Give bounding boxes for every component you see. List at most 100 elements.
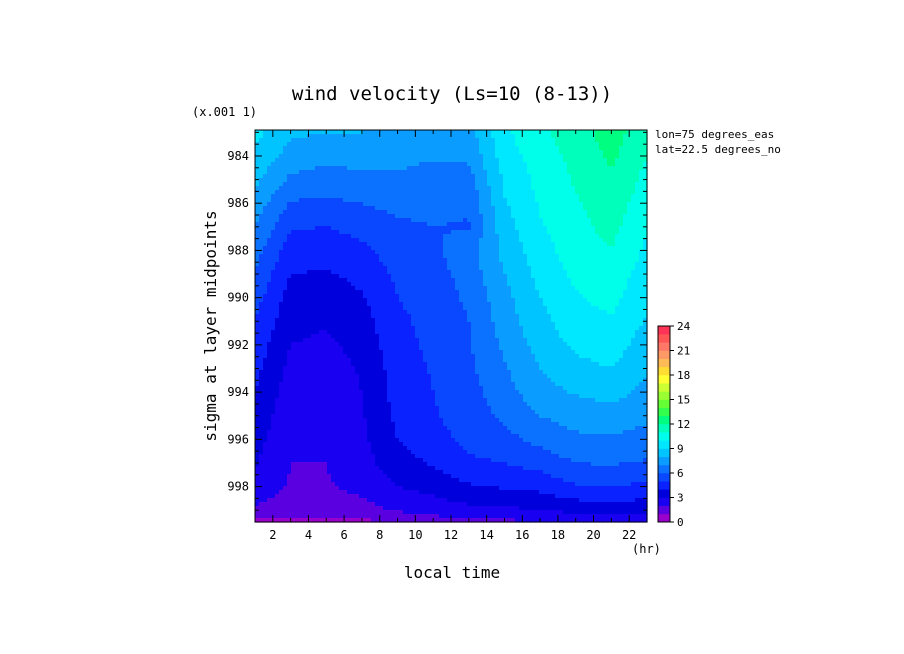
contour-cell — [331, 186, 336, 191]
contour-cell — [447, 254, 452, 259]
contour-cell — [419, 146, 424, 151]
contour-cell — [263, 134, 268, 139]
contour-cell — [303, 282, 308, 287]
contour-cell — [555, 146, 560, 151]
contour-cell — [587, 266, 592, 271]
contour-cell — [571, 202, 576, 207]
contour-cell — [539, 234, 544, 239]
contour-cell — [523, 170, 528, 175]
contour-cell — [631, 238, 636, 243]
contour-cell — [427, 302, 432, 307]
contour-cell — [463, 186, 468, 191]
contour-cell — [591, 174, 596, 179]
contour-cell — [643, 206, 648, 211]
contour-cell — [419, 214, 424, 219]
contour-cell — [559, 186, 564, 191]
contour-cell — [287, 310, 292, 315]
contour-cell — [255, 218, 260, 223]
contour-cell — [519, 206, 524, 211]
contour-cell — [479, 202, 484, 207]
contour-cell — [499, 182, 504, 187]
contour-cell — [339, 274, 344, 279]
contour-cell — [387, 134, 392, 139]
contour-cell — [595, 190, 600, 195]
contour-cell — [503, 194, 508, 199]
contour-cell — [511, 246, 516, 251]
contour-cell — [375, 154, 380, 159]
contour-cell — [279, 246, 284, 251]
contour-cell — [471, 254, 476, 259]
contour-cell — [423, 326, 428, 331]
contour-cell — [583, 322, 588, 327]
contour-cell — [583, 270, 588, 275]
contour-cell — [627, 166, 632, 171]
contour-cell — [471, 282, 476, 287]
contour-cell — [307, 158, 312, 163]
contour-cell — [563, 214, 568, 219]
contour-cell — [311, 218, 316, 223]
contour-cell — [563, 286, 568, 291]
contour-cell — [607, 158, 612, 163]
contour-cell — [343, 138, 348, 143]
contour-cell — [471, 278, 476, 283]
contour-cell — [303, 210, 308, 215]
contour-cell — [403, 222, 408, 227]
contour-cell — [371, 206, 376, 211]
contour-cell — [615, 310, 620, 315]
contour-cell — [383, 202, 388, 207]
contour-cell — [259, 286, 264, 291]
contour-cell — [339, 222, 344, 227]
contour-cell — [531, 162, 536, 167]
contour-cell — [591, 142, 596, 147]
contour-cell — [299, 166, 304, 171]
contour-cell — [467, 290, 472, 295]
contour-cell — [451, 234, 456, 239]
contour-cell — [435, 214, 440, 219]
contour-cell — [327, 150, 332, 155]
contour-cell — [511, 274, 516, 279]
contour-cell — [631, 314, 636, 319]
contour-cell — [407, 178, 412, 183]
contour-cell — [411, 238, 416, 243]
contour-cell — [407, 142, 412, 147]
contour-cell — [555, 174, 560, 179]
contour-cell — [375, 234, 380, 239]
contour-cell — [607, 130, 612, 135]
contour-cell — [475, 170, 480, 175]
contour-cell — [571, 282, 576, 287]
contour-cell — [343, 254, 348, 259]
contour-cell — [395, 318, 400, 323]
contour-cell — [531, 238, 536, 243]
contour-cell — [595, 266, 600, 271]
contour-cell — [275, 262, 280, 267]
contour-cell — [491, 178, 496, 183]
contour-cell — [355, 330, 360, 335]
contour-cell — [275, 154, 280, 159]
contour-cell — [327, 170, 332, 175]
contour-cell — [551, 330, 556, 335]
contour-cell — [583, 206, 588, 211]
contour-cell — [403, 170, 408, 175]
contour-cell — [515, 154, 520, 159]
contour-cell — [407, 210, 412, 215]
contour-cell — [259, 318, 264, 323]
contour-cell — [259, 322, 264, 327]
contour-cell — [631, 154, 636, 159]
contour-cell — [563, 166, 568, 171]
contour-cell — [279, 302, 284, 307]
contour-cell — [547, 290, 552, 295]
contour-cell — [323, 138, 328, 143]
contour-cell — [515, 198, 520, 203]
contour-cell — [507, 262, 512, 267]
contour-cell — [571, 274, 576, 279]
contour-cell — [435, 202, 440, 207]
contour-cell — [331, 154, 336, 159]
contour-cell — [459, 294, 464, 299]
contour-cell — [555, 262, 560, 267]
contour-cell — [275, 274, 280, 279]
contour-cell — [579, 178, 584, 183]
contour-cell — [419, 210, 424, 215]
contour-cell — [455, 250, 460, 255]
contour-cell — [475, 262, 480, 267]
contour-cell — [571, 134, 576, 139]
